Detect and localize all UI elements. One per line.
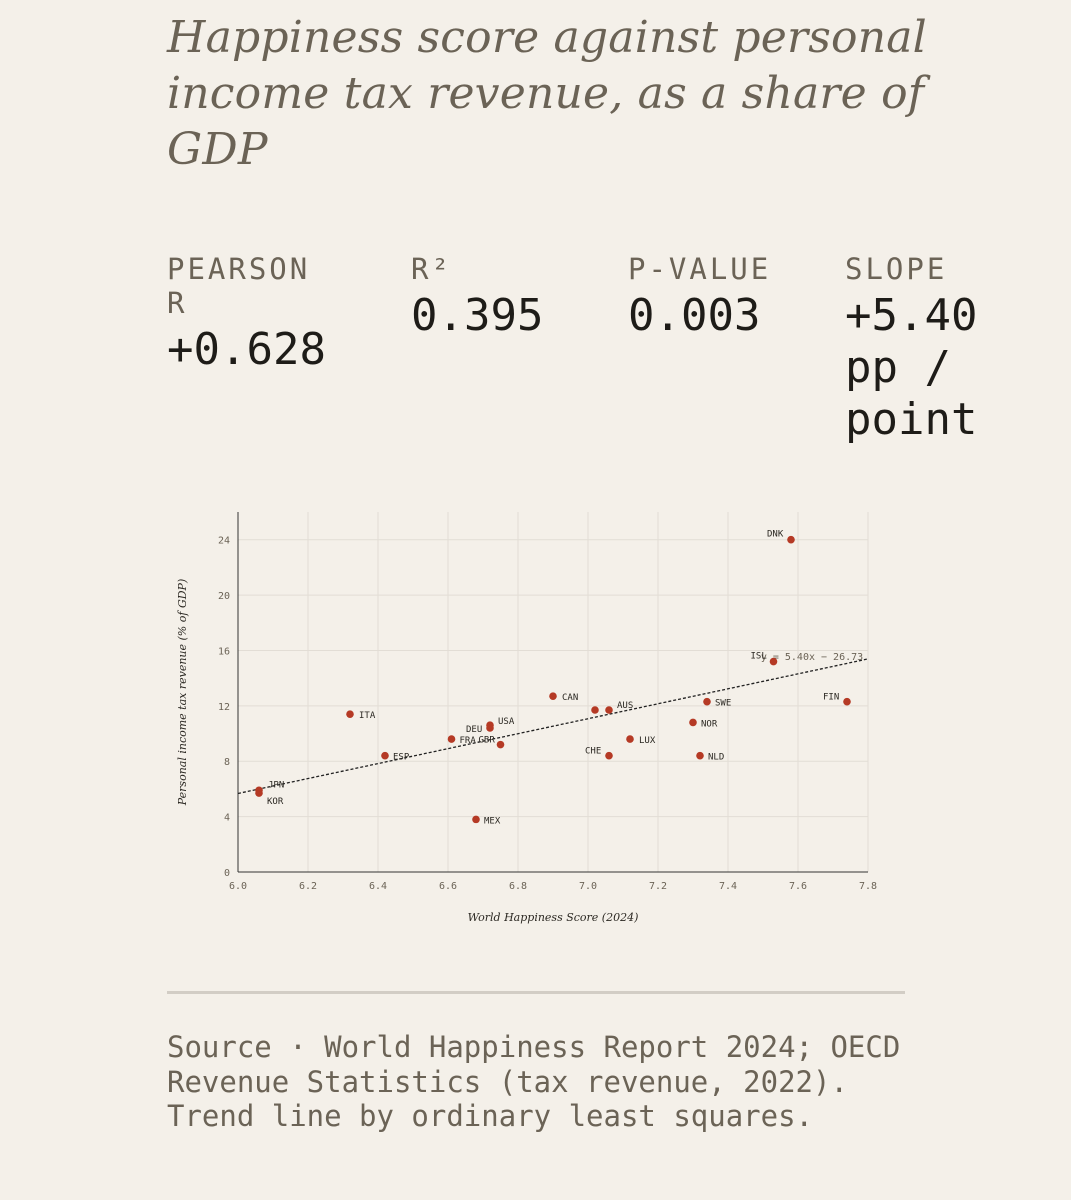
x-tick-label: 6.2 — [299, 881, 317, 892]
x-tick-label: 7.4 — [719, 881, 737, 892]
tick-labels: 6.0 6.2 6.4 6.6 6.8 7.0 7.2 7.4 7.6 7.8 0 4 8 12 16 20 2… — [218, 536, 877, 892]
stat-r2-label: R² — [411, 252, 452, 286]
point-labels: DNK ISL FIN SWE NOR NLD LUX CHE AUS CAN USA DEUGBRF… — [267, 530, 839, 827]
data-point — [472, 815, 480, 824]
data-point — [255, 789, 263, 797]
x-tick-label: 6.4 — [369, 881, 387, 892]
stat-r-squared: R² 0.395 — [411, 252, 561, 342]
point-label: LUX — [639, 736, 656, 746]
data-point — [605, 751, 613, 760]
stat-p-value: P-VALUE 0.003 — [628, 252, 778, 342]
y-tick-label: 0 — [224, 868, 230, 879]
point-label: NLD — [708, 753, 724, 763]
data-point — [626, 735, 634, 743]
x-tick-label: 6.8 — [509, 881, 527, 892]
data-point — [843, 697, 851, 706]
stat-slope-label: SLOPE — [845, 252, 948, 286]
point-label: AUS — [617, 701, 633, 711]
point-label: CAN — [562, 693, 578, 703]
point-label: ISL — [751, 652, 767, 662]
data-point — [381, 751, 389, 760]
chart-title: Happiness score against personal income … — [167, 12, 927, 175]
stat-p-label: P-VALUE — [628, 252, 772, 286]
data-point — [486, 724, 494, 732]
point-label: FIN — [823, 693, 839, 703]
x-tick-label: 7.2 — [649, 881, 667, 892]
y-tick-label: 4 — [224, 813, 230, 824]
point-label: DEU — [466, 725, 482, 735]
data-point — [549, 692, 557, 700]
point-label: DNK — [767, 530, 784, 540]
trend-line-group: y = 5.40x − 26.73 — [237, 652, 869, 795]
data-points — [255, 535, 851, 824]
stat-slope: SLOPE +5.40 pp / point — [845, 252, 1005, 446]
stat-pearson-label: PEARSON R — [167, 252, 311, 320]
y-axis-label: Personal income tax revenue (% of GDP) — [176, 579, 189, 807]
stat-slope-value: +5.40 pp / point — [845, 290, 978, 445]
x-tick-label: 7.0 — [579, 881, 597, 892]
point-label: GBR — [479, 736, 496, 746]
point-label: CHE — [585, 747, 601, 757]
source-note: Source · World Happiness Report 2024; OE… — [167, 1030, 901, 1133]
point-label: NOR — [701, 719, 718, 729]
y-tick-label: 8 — [224, 757, 230, 768]
data-point — [605, 706, 613, 714]
y-tick-label: 16 — [218, 646, 230, 657]
stat-pearson-value: +0.628 — [167, 324, 326, 375]
axes — [237, 512, 868, 873]
scatter-chart: 6.0 6.2 6.4 6.6 6.8 7.0 7.2 7.4 7.6 7.8 0 4 8 12 16 20 2… — [176, 512, 877, 924]
data-point — [769, 657, 778, 666]
y-tick-label: 24 — [218, 536, 230, 547]
data-point — [496, 740, 505, 749]
x-tick-label: 7.8 — [859, 881, 877, 892]
x-axis-label: World Happiness Score (2024) — [468, 911, 639, 924]
stat-p-value-number: 0.003 — [628, 290, 761, 341]
point-label: ESP — [393, 753, 410, 763]
point-label: ITA — [359, 711, 376, 721]
data-point — [703, 697, 711, 706]
data-point — [346, 710, 354, 718]
point-label: JPN — [268, 780, 284, 790]
point-label: KOR — [267, 797, 284, 807]
point-label: FRA — [460, 736, 477, 746]
stat-pearson-r: PEARSON R +0.628 — [167, 252, 327, 376]
divider — [167, 991, 905, 994]
data-point — [689, 718, 697, 727]
trend-equation: y = 5.40x − 26.73 — [761, 652, 863, 663]
point-label: SWE — [715, 699, 731, 709]
data-point — [591, 706, 599, 714]
data-point — [447, 735, 456, 743]
stat-r2-value: 0.395 — [411, 290, 544, 341]
x-tick-label: 6.6 — [439, 881, 457, 892]
y-tick-label: 12 — [218, 702, 230, 713]
gridlines — [238, 512, 869, 872]
data-point — [696, 751, 704, 760]
data-point — [787, 535, 795, 544]
point-label: USA — [498, 717, 515, 727]
x-tick-label: 7.6 — [789, 881, 807, 892]
trend-line — [237, 658, 869, 795]
y-tick-label: 20 — [218, 591, 230, 602]
point-label: MEX — [484, 816, 501, 826]
x-tick-label: 6.0 — [229, 881, 247, 892]
